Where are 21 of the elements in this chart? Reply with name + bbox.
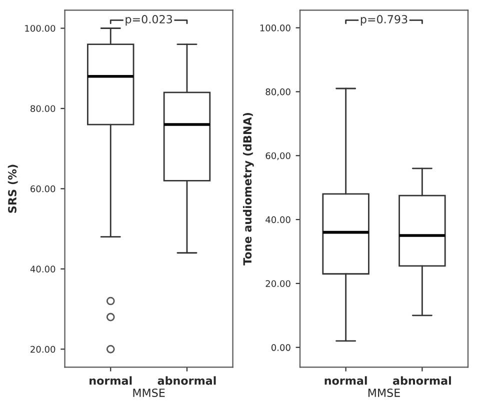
y-tick-label: 80,00 (266, 88, 290, 96)
y-tick-label: 80.00 (30, 105, 56, 112)
x-axis-title: MMSE (133, 388, 165, 397)
y-tick-label: 60.00 (30, 185, 56, 192)
y-tick-label: 40.00 (30, 266, 56, 272)
y-axis-title: Tone audiometry (dBNA) (242, 112, 254, 266)
y-tick-label: 20.00 (266, 280, 290, 288)
y-tick-label: 40.00 (266, 216, 290, 224)
x-tick-label: abnormal (158, 376, 216, 385)
x-tick-label: normal (324, 376, 367, 385)
y-tick-label: 60,00 (266, 152, 290, 160)
annotation: p=0.023 (126, 15, 172, 26)
x-tick-label: abnormal (392, 376, 451, 385)
x-tick-label: normal (90, 376, 132, 385)
annotation: p=0.793 (360, 15, 408, 26)
y-tick-label: 0.00 (271, 344, 290, 351)
y-tick-label: 20.00 (30, 346, 56, 353)
x-axis-title: MMSE (368, 388, 400, 397)
y-tick-label: 100.00 (25, 24, 56, 32)
y-tick-label: 100.00 (260, 24, 290, 32)
y-axis-title: SRS (%) (8, 164, 18, 213)
